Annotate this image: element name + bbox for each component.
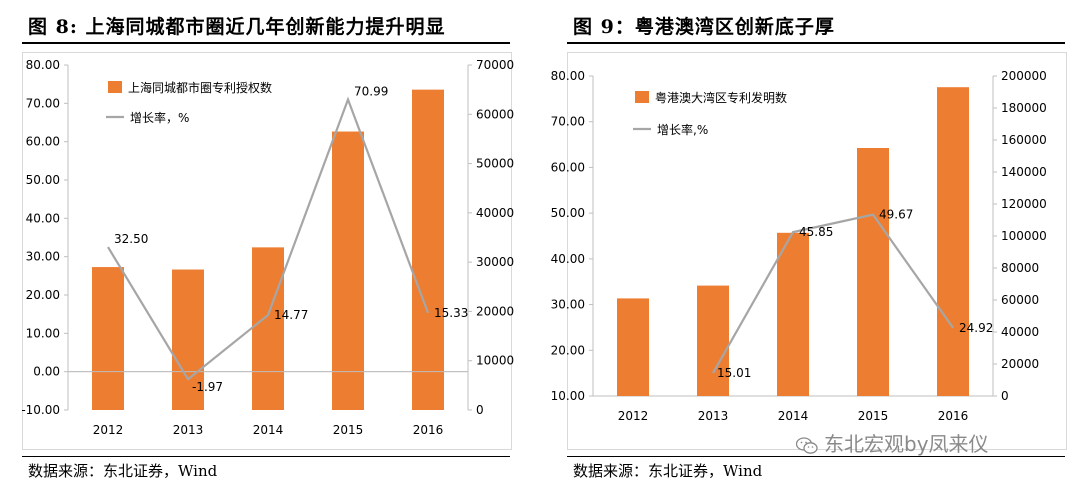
category-label: 2013 [173,423,204,437]
legend-bar-label: 上海同城都市圈专利授权数 [128,80,272,95]
left-tick-label: 80.00 [551,69,585,83]
data-label-2016: 24.92 [959,321,993,335]
right-tick-label: 120000 [1001,197,1047,211]
right-tick-label: 30000 [476,255,514,269]
wechat-icon [796,436,818,454]
right-tick-label: 40000 [476,206,514,220]
figure-8-source: 数据来源：东北证券，Wind [28,462,218,480]
category-label: 2016 [413,423,444,437]
left-tick-label: 70.00 [26,96,60,110]
right-tick-label: 80000 [1001,261,1039,275]
left-tick-label: 80.00 [26,58,60,72]
left-tick-label: 40.00 [551,252,585,266]
figure-9-title-rule [567,42,1065,44]
figure-8-chart-frame [22,52,512,450]
right-tick-label: 50000 [476,157,514,171]
growth-rate-line [712,213,954,374]
growth-rate-line [107,96,430,381]
right-tick-label: 20000 [476,304,514,318]
left-tick-label: 20.00 [26,288,60,302]
category-label: 2013 [698,409,729,423]
data-label-2014: 14.77 [274,308,308,322]
figure-9-source-rule [567,456,1065,457]
left-tick-label: 50.00 [26,173,60,187]
figure-8-title-rule [22,42,510,44]
right-tick-label: 70000 [476,58,514,72]
left-tick-label: 10.00 [551,389,585,403]
left-tick-label: 60.00 [551,160,585,174]
bar-2012 [92,267,124,410]
figure-8-chart: -10.00 0.00 10.00 20.00 30.00 40.00 50.00 60.00… [21,58,514,437]
left-tick-label: 60.00 [26,135,60,149]
left-tick-label: -10.00 [21,403,60,417]
figure-8-title: 图 8: 上海同城都市圈近几年创新能力提升明显 [28,16,446,38]
category-label: 2014 [778,409,809,423]
left-tick-label: 0.00 [33,365,60,379]
right-tick-label: 180000 [1001,101,1047,115]
legend-bar-label: 粤港澳大湾区专利发明数 [655,90,787,105]
legend-bar-swatch [108,81,122,93]
bar-2012 [617,298,649,396]
data-label-2015: 49.67 [879,208,913,222]
figure-9-chart: 10.00 20.00 30.00 40.00 50.00 60.00 70.00 80.00… [551,69,1047,423]
watermark: 东北宏观by凤来仪 [796,428,989,457]
right-tick-label: 60000 [1001,293,1039,307]
left-tick-label: 50.00 [551,206,585,220]
category-label: 2015 [858,409,889,423]
data-label-2014: 45.85 [799,225,833,239]
right-tick-label: 20000 [1001,357,1039,371]
data-label-2015: 70.99 [354,85,388,99]
left-tick-label: 10.00 [26,326,60,340]
left-tick-label: 20.00 [551,343,585,357]
data-label-2013: -1.97 [192,380,223,394]
legend-line-label: 增长率,% [657,122,708,137]
right-tick-label: 200000 [1001,69,1047,83]
bar-2013 [697,285,729,396]
bar-2015 [857,148,889,396]
data-label-2012: 32.50 [114,232,148,246]
right-tick-label: 60000 [476,107,514,121]
right-tick-label: 140000 [1001,165,1047,179]
left-tick-label: 30.00 [26,250,60,264]
figure-9-panel: 图 9：粤港澳湾区创新底子厚 10.00 20.00 30.00 40.00 50.00… [545,0,1070,492]
category-label: 2012 [618,409,649,423]
right-tick-label: 100000 [1001,229,1047,243]
legend-line-label: 增长率，% [130,110,189,125]
figure-8-panel: 图 8: 上海同城都市圈近几年创新能力提升明显 -10.00 0.00 10.00 2… [0,0,515,492]
right-tick-label: 0 [1001,389,1009,403]
right-tick-label: 40000 [1001,325,1039,339]
category-label: 2014 [253,423,284,437]
watermark-text: 东北宏观by凤来仪 [824,432,989,456]
right-tick-label: 0 [476,403,484,417]
bar-2013 [172,269,204,410]
bar-2016 [412,89,444,411]
data-label-2013: 15.01 [717,366,751,380]
bar-2015 [332,131,364,411]
bar-2014 [252,247,284,410]
right-tick-label: 10000 [476,354,514,368]
data-label-2016: 15.33 [434,306,468,320]
category-label: 2012 [93,423,124,437]
bar-2016 [937,87,969,396]
right-tick-label: 160000 [1001,133,1047,147]
legend-bar-swatch [635,91,649,103]
figure-9-title: 图 9：粤港澳湾区创新底子厚 [573,16,835,38]
left-tick-label: 30.00 [551,298,585,312]
left-tick-label: 70.00 [551,115,585,129]
figure-8-source-rule [22,456,510,457]
bar-2014 [777,232,809,396]
left-tick-label: 40.00 [26,211,60,225]
category-label: 2015 [333,423,364,437]
category-label: 2016 [938,409,969,423]
figure-9-source: 数据来源：东北证券，Wind [573,462,763,480]
